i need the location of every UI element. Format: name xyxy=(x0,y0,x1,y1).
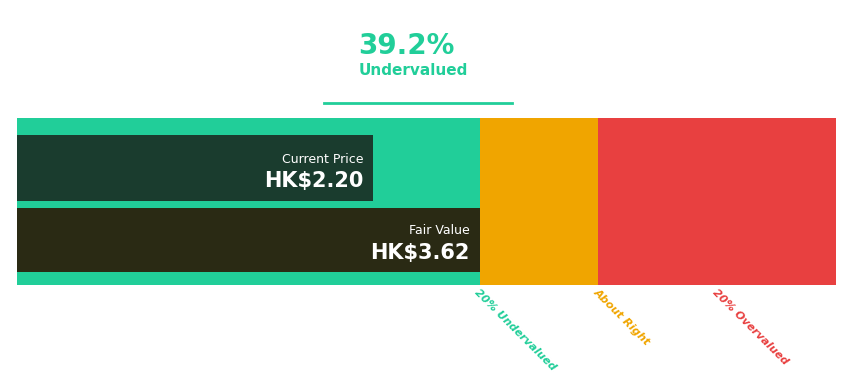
Text: Fair Value: Fair Value xyxy=(409,224,469,237)
Bar xyxy=(17,208,479,272)
Text: About Right: About Right xyxy=(590,287,651,347)
Text: Undervalued: Undervalued xyxy=(358,63,467,78)
Bar xyxy=(17,118,479,285)
Text: 39.2%: 39.2% xyxy=(358,32,454,60)
Text: Current Price: Current Price xyxy=(282,154,363,166)
Bar xyxy=(17,135,373,201)
Bar xyxy=(598,118,835,285)
Text: HK$3.62: HK$3.62 xyxy=(370,242,469,263)
Text: HK$2.20: HK$2.20 xyxy=(264,171,363,192)
Text: 20% Overvalued: 20% Overvalued xyxy=(710,287,789,366)
Bar xyxy=(479,118,598,285)
Text: 20% Undervalued: 20% Undervalued xyxy=(472,287,557,372)
